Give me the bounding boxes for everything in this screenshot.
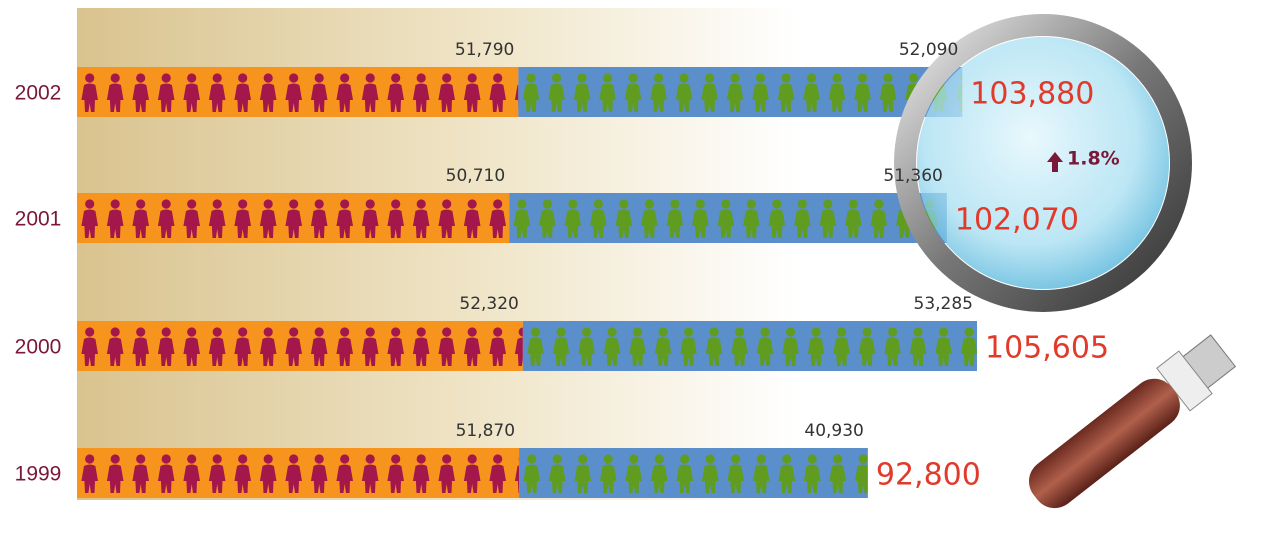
bar-segment bbox=[509, 193, 947, 243]
segment-label: 40,930 bbox=[804, 421, 863, 441]
total-label: 103,880 bbox=[970, 77, 1094, 112]
magnifier-rim bbox=[894, 14, 1192, 312]
total-label: 92,800 bbox=[876, 458, 981, 493]
magnifier bbox=[894, 14, 1237, 509]
category-label: 2002 bbox=[15, 82, 62, 105]
segment-label: 52,090 bbox=[899, 40, 958, 60]
magnifier-handle bbox=[1028, 378, 1180, 509]
bar-segment bbox=[77, 67, 519, 117]
category-label: 1999 bbox=[15, 463, 62, 486]
segment-label: 51,360 bbox=[883, 166, 942, 186]
total-label: 105,605 bbox=[985, 331, 1109, 366]
bar-segment bbox=[518, 67, 963, 117]
bar-segment bbox=[77, 321, 523, 371]
bar-segment bbox=[519, 448, 868, 498]
labels: 1.8% 2002 51,790 52,090 103,880 2001 50,710 51… bbox=[15, 40, 1120, 493]
segment-label: 50,710 bbox=[446, 166, 505, 186]
bar-segment bbox=[77, 448, 520, 498]
bar-segment bbox=[77, 193, 510, 243]
category-label: 2001 bbox=[15, 208, 62, 231]
bar-segment bbox=[522, 321, 977, 371]
segment-label: 53,285 bbox=[914, 294, 973, 314]
magnifier-lens bbox=[917, 37, 1169, 289]
change-annotation: 1.8% bbox=[1067, 148, 1120, 170]
up-arrow bbox=[1047, 152, 1063, 172]
segment-label: 51,790 bbox=[455, 40, 514, 60]
bars bbox=[77, 67, 977, 498]
total-label: 102,070 bbox=[955, 203, 1079, 238]
segment-label: 52,320 bbox=[459, 294, 518, 314]
magnifier-collar bbox=[1156, 350, 1213, 412]
segment-label: 51,870 bbox=[456, 421, 515, 441]
category-label: 2000 bbox=[15, 336, 62, 359]
